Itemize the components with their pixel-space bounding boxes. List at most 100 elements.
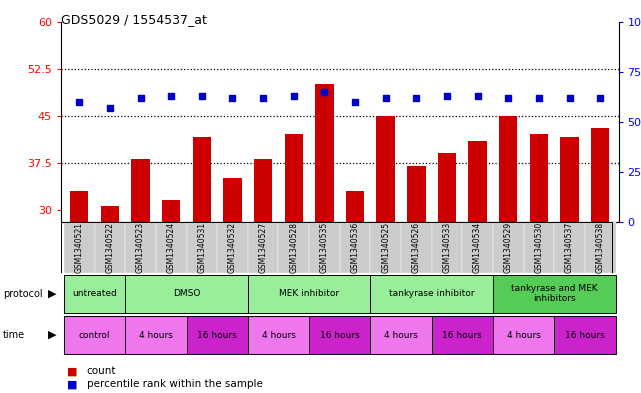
Bar	[493, 275, 615, 313]
Text: GDS5029 / 1554537_at: GDS5029 / 1554537_at	[61, 13, 207, 26]
Text: GSM1340530: GSM1340530	[535, 222, 544, 273]
Text: GSM1340535: GSM1340535	[320, 222, 329, 273]
Bar	[248, 316, 309, 354]
Point	[288, 93, 299, 99]
Point	[319, 88, 329, 95]
Point	[197, 93, 207, 99]
Text: untreated: untreated	[72, 289, 117, 298]
Text: 16 hours: 16 hours	[320, 331, 360, 340]
Bar	[469, 141, 487, 222]
Bar	[554, 222, 585, 273]
Text: ▶: ▶	[48, 289, 56, 299]
Text: GSM1340534: GSM1340534	[473, 222, 482, 273]
Bar	[125, 222, 156, 273]
Text: 16 hours: 16 hours	[197, 331, 237, 340]
Bar	[193, 138, 211, 222]
Text: GSM1340523: GSM1340523	[136, 222, 145, 273]
Point	[442, 93, 452, 99]
Text: GSM1340529: GSM1340529	[504, 222, 513, 273]
Text: GSM1340521: GSM1340521	[75, 222, 84, 273]
Bar	[431, 316, 493, 354]
Text: GSM1340526: GSM1340526	[412, 222, 421, 273]
Bar	[156, 222, 187, 273]
Bar	[64, 222, 95, 273]
Point	[534, 95, 544, 101]
Text: GSM1340537: GSM1340537	[565, 222, 574, 273]
Text: 4 hours: 4 hours	[506, 331, 540, 340]
Text: GSM1340527: GSM1340527	[258, 222, 268, 273]
Text: 4 hours: 4 hours	[139, 331, 173, 340]
Bar	[125, 275, 248, 313]
Text: 16 hours: 16 hours	[442, 331, 482, 340]
Bar	[407, 166, 426, 222]
Bar	[554, 316, 615, 354]
Bar	[493, 316, 554, 354]
Text: 4 hours: 4 hours	[384, 331, 418, 340]
Bar	[340, 222, 370, 273]
Text: GSM1340525: GSM1340525	[381, 222, 390, 273]
Bar	[591, 128, 610, 222]
Bar	[248, 275, 370, 313]
Bar	[278, 222, 309, 273]
Bar	[64, 275, 125, 313]
Bar	[162, 200, 180, 222]
Bar	[370, 222, 401, 273]
Point	[472, 93, 483, 99]
Bar	[499, 116, 517, 222]
Bar	[309, 316, 370, 354]
Bar	[64, 316, 125, 354]
Bar	[370, 316, 431, 354]
Bar	[585, 222, 615, 273]
Bar	[370, 275, 493, 313]
Point	[104, 105, 115, 111]
Bar	[254, 160, 272, 222]
Text: 4 hours: 4 hours	[262, 331, 296, 340]
Bar	[217, 222, 248, 273]
Point	[503, 95, 513, 101]
Text: GSM1340532: GSM1340532	[228, 222, 237, 273]
Text: protocol: protocol	[3, 289, 43, 299]
Bar	[309, 222, 340, 273]
Bar	[529, 134, 548, 222]
Bar	[524, 222, 554, 273]
Bar	[223, 178, 242, 222]
Bar	[131, 160, 150, 222]
Bar	[376, 116, 395, 222]
Point	[350, 99, 360, 105]
Text: GSM1340531: GSM1340531	[197, 222, 206, 273]
Point	[565, 95, 575, 101]
Text: GSM1340522: GSM1340522	[105, 222, 115, 273]
Point	[166, 93, 176, 99]
Bar	[101, 206, 119, 222]
Text: percentile rank within the sample: percentile rank within the sample	[87, 379, 262, 389]
Point	[228, 95, 238, 101]
Text: ■: ■	[67, 379, 78, 389]
Text: DMSO: DMSO	[173, 289, 200, 298]
Text: GSM1340524: GSM1340524	[167, 222, 176, 273]
Text: ■: ■	[67, 366, 78, 376]
Text: GSM1340538: GSM1340538	[595, 222, 604, 273]
Point	[135, 95, 146, 101]
Bar	[187, 222, 217, 273]
Text: tankyrase inhibitor: tankyrase inhibitor	[389, 289, 474, 298]
Bar	[401, 222, 431, 273]
Text: tankyrase and MEK
inhibitors: tankyrase and MEK inhibitors	[511, 284, 597, 303]
Text: time: time	[3, 330, 26, 340]
Bar	[315, 84, 333, 222]
Bar	[125, 316, 187, 354]
Point	[412, 95, 422, 101]
Text: GSM1340536: GSM1340536	[351, 222, 360, 273]
Point	[381, 95, 391, 101]
Point	[595, 95, 605, 101]
Text: count: count	[87, 366, 116, 376]
Bar	[346, 191, 364, 222]
Point	[258, 95, 268, 101]
Text: GSM1340533: GSM1340533	[442, 222, 451, 273]
Text: 16 hours: 16 hours	[565, 331, 604, 340]
Text: ▶: ▶	[48, 330, 56, 340]
Bar	[248, 222, 278, 273]
Bar	[187, 316, 248, 354]
Text: GSM1340528: GSM1340528	[289, 222, 298, 273]
Bar	[560, 138, 579, 222]
Text: MEK inhibitor: MEK inhibitor	[279, 289, 339, 298]
